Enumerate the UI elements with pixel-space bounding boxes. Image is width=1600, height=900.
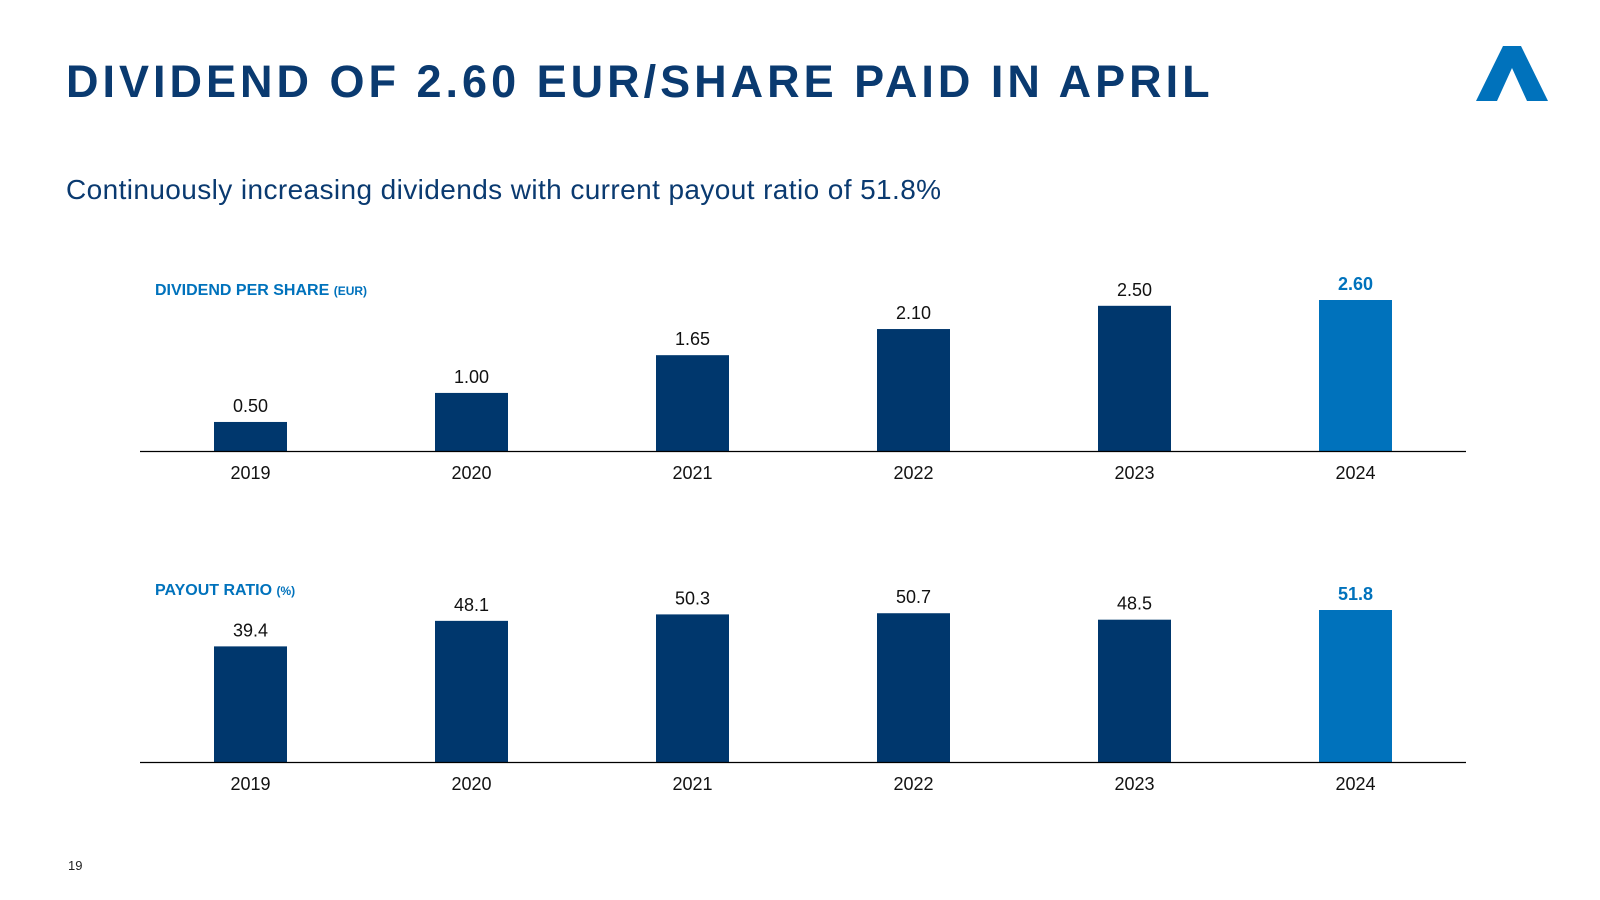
payout-x-tick-2019: 2019	[230, 774, 270, 794]
dividend-data-label-2021: 1.65	[675, 329, 710, 349]
dividend-data-label-2022: 2.10	[896, 303, 931, 323]
payout-data-label-2021: 50.3	[675, 588, 710, 608]
dividend-x-tick-2024: 2024	[1335, 463, 1375, 483]
triangle-a-logo-icon	[1476, 46, 1548, 101]
dividend-data-label-2024: 2.60	[1338, 274, 1373, 294]
dividend-bar-2023	[1098, 305, 1171, 451]
payout-data-label-2024: 51.8	[1338, 584, 1373, 604]
payout-chart-title-text: PAYOUT RATIO	[155, 582, 277, 599]
payout-bar-2021	[656, 614, 729, 762]
payout-x-tick-2024: 2024	[1335, 774, 1375, 794]
payout-x-tick-2021: 2021	[672, 774, 712, 794]
dividend-data-label-2019: 0.50	[233, 396, 268, 416]
dividend-bar-2021	[656, 355, 729, 451]
payout-chart-title-unit: (%)	[277, 584, 296, 598]
dividend-chart-title: DIVIDEND PER SHARE (EUR)	[155, 282, 367, 299]
payout-data-label-2020: 48.1	[454, 595, 489, 615]
dividend-x-tick-2019: 2019	[230, 463, 270, 483]
payout-bar-2024	[1319, 610, 1392, 762]
dividend-x-tick-2021: 2021	[672, 463, 712, 483]
payout-x-tick-2022: 2022	[893, 774, 933, 794]
dividend-per-share-chart: DIVIDEND PER SHARE (EUR) 0.50 2019 1.00 2020…	[140, 274, 1466, 483]
payout-bar-2019	[214, 646, 287, 762]
payout-data-label-2019: 39.4	[233, 620, 268, 640]
dividend-bar-2020	[435, 392, 508, 451]
dividend-data-label-2020: 1.00	[454, 367, 489, 387]
payout-x-tick-2020: 2020	[451, 774, 491, 794]
dividend-bar-2024	[1319, 300, 1392, 451]
payout-bar-2020	[435, 620, 508, 762]
dividend-bar-2019	[214, 421, 287, 451]
page-title: DIVIDEND OF 2.60 EUR/SHARE PAID IN APRIL	[66, 56, 1214, 107]
dividend-bar-2022	[877, 329, 950, 451]
payout-data-label-2022: 50.7	[896, 587, 931, 607]
dividend-x-tick-2022: 2022	[893, 463, 933, 483]
dividend-x-tick-2023: 2023	[1114, 463, 1154, 483]
dividend-data-label-2023: 2.50	[1117, 280, 1152, 300]
payout-chart-title: PAYOUT RATIO (%)	[155, 582, 295, 599]
dividend-chart-title-text: DIVIDEND PER SHARE	[155, 282, 334, 299]
dividend-chart-title-unit: (EUR)	[334, 284, 367, 298]
payout-bar-2022	[877, 613, 950, 762]
payout-x-tick-2023: 2023	[1114, 774, 1154, 794]
page-number: 19	[68, 858, 83, 873]
payout-ratio-chart: PAYOUT RATIO (%) 39.4 2019 48.1 2020 50.3 2021…	[140, 582, 1466, 794]
page-subtitle: Continuously increasing dividends with c…	[66, 174, 942, 205]
payout-data-label-2023: 48.5	[1117, 594, 1152, 614]
dividend-x-tick-2020: 2020	[451, 463, 491, 483]
payout-bar-2023	[1098, 619, 1171, 762]
